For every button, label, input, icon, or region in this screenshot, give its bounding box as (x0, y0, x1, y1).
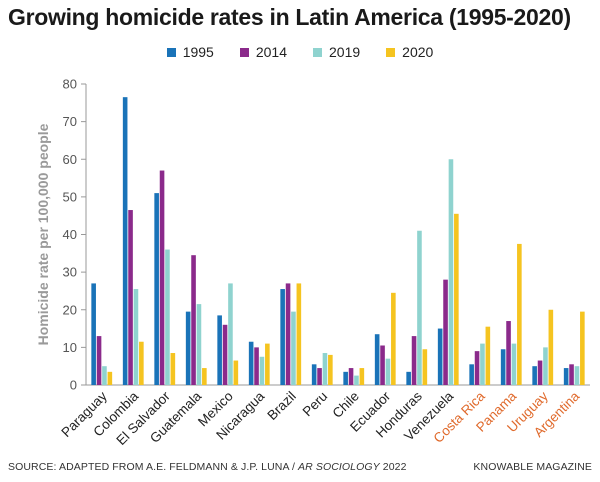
bar-2020-ecuador (391, 292, 396, 385)
bar-2019-el-salvador (165, 249, 170, 385)
bar-1995-peru (311, 364, 317, 385)
chart-title: Growing homicide rates in Latin America … (8, 4, 571, 30)
legend-swatch (166, 47, 176, 57)
source-note: SOURCE: ADAPTED FROM A.E. FELDMANN & J.P… (8, 461, 407, 473)
source-journal: AR SOCIOLOGY (298, 461, 380, 473)
bar-2019-mexico (228, 283, 233, 385)
source-suffix: 2022 (379, 461, 407, 473)
bar-2020-peru (328, 354, 333, 385)
legend-item-2020: 2020 (386, 44, 433, 60)
bar-1995-honduras (406, 371, 411, 385)
bar-2014-chile (348, 368, 354, 385)
bar-2019-guatemala (196, 304, 202, 385)
bar-2014-argentina (569, 364, 574, 385)
bar-2014-uruguay (537, 360, 543, 385)
bar-2019-colombia (133, 289, 139, 385)
bar-1995-costa-rica (469, 364, 474, 385)
bar-2020-panama (517, 243, 522, 385)
bar-2014-nicaragua (254, 347, 259, 385)
legend-item-1995: 1995 (166, 44, 214, 60)
bar-2014-ecuador (380, 345, 385, 385)
bar-2014-guatemala (191, 255, 196, 385)
bar-2019-peru (322, 353, 328, 385)
y-tick-label: 30 (63, 265, 77, 280)
bar-1995-venezuela (437, 328, 443, 385)
bar-2020-guatemala (202, 368, 207, 385)
bar-2014-mexico (222, 324, 228, 385)
bar-2014-honduras (411, 336, 417, 385)
bar-2020-honduras (422, 349, 428, 385)
bar-2019-paraguay (102, 366, 107, 385)
bar-2014-panama (506, 321, 511, 385)
bar-1995-colombia (122, 97, 128, 385)
bar-2014-brazil (285, 283, 291, 385)
bar-1995-paraguay (91, 283, 96, 385)
bar-2014-venezuela (443, 279, 448, 385)
y-tick-label: 80 (63, 77, 77, 92)
bar-1995-ecuador (374, 334, 380, 385)
legend-item-2019: 2019 (313, 44, 360, 60)
legend-swatch (386, 47, 396, 57)
bar-1995-argentina (563, 368, 569, 385)
bar-2020-venezuela (454, 213, 459, 385)
bar-2019-panama (511, 343, 517, 385)
bar-chart: 0 10 20 30 40 50 60 70 80 Homicide rate per 100,0… (35, 77, 590, 448)
source-prefix: SOURCE: ADAPTED FROM A.E. FELDMANN & J.P… (8, 461, 299, 473)
y-tick-label: 70 (63, 114, 77, 129)
bar-2014-peru (317, 368, 322, 385)
y-tick-label: 50 (63, 189, 77, 204)
bar-1995-panama (500, 349, 506, 385)
bar-2020-brazil (296, 283, 302, 385)
y-tick-label: 60 (63, 152, 77, 167)
bar-2020-colombia (139, 341, 144, 385)
bar-2014-costa-rica (474, 351, 480, 385)
legend-label: 2019 (329, 44, 361, 60)
bar-2019-costa-rica (480, 343, 485, 385)
legend: 1995 2014 2019 2020 (0, 44, 600, 60)
x-tick-label: Peru (300, 389, 331, 420)
bar-1995-el-salvador (154, 193, 159, 385)
y-tick-label: 0 (70, 378, 77, 393)
bar-1995-mexico (217, 315, 222, 385)
bar-2019-nicaragua (259, 356, 265, 385)
bar-2014-paraguay (96, 336, 102, 385)
x-tick-label: Brazil (264, 389, 298, 423)
legend-label: 2014 (255, 44, 287, 60)
bar-2019-brazil (291, 311, 296, 385)
bar-1995-brazil (280, 289, 285, 385)
bar-2019-chile (354, 375, 359, 385)
bar-1995-nicaragua (248, 341, 254, 385)
bar-2019-venezuela (448, 159, 454, 385)
y-axis-label: Homicide rate per 100,000 people (35, 123, 51, 345)
legend-swatch (313, 47, 322, 57)
bar-2020-nicaragua (265, 343, 270, 385)
y-tick-label: 10 (63, 340, 77, 355)
y-tick-label: 40 (63, 227, 77, 242)
bar-2019-uruguay (543, 347, 548, 385)
bar-2014-el-salvador (159, 170, 165, 385)
legend-item-2014: 2014 (239, 44, 287, 60)
bar-2020-mexico (233, 360, 239, 385)
legend-swatch (239, 47, 249, 57)
bar-2020-chile (359, 368, 365, 385)
bar-1995-chile (343, 371, 348, 385)
legend-label: 2020 (402, 44, 434, 60)
bar-1995-guatemala (185, 311, 191, 385)
bar-2019-ecuador (385, 358, 391, 385)
bar-2020-argentina (580, 311, 585, 385)
bar-1995-uruguay (532, 366, 537, 385)
brand-name: KNOWABLE MAGAZINE (473, 461, 592, 473)
bar-2019-honduras (417, 230, 422, 385)
bar-2020-costa-rica (485, 326, 491, 385)
legend-label: 1995 (182, 44, 214, 60)
bar-2020-el-salvador (170, 353, 176, 385)
bar-2019-argentina (574, 366, 580, 385)
y-tick-label: 20 (63, 302, 77, 317)
bar-2014-colombia (128, 210, 133, 385)
bar-2020-paraguay (107, 371, 113, 385)
bar-2020-uruguay (548, 309, 554, 385)
